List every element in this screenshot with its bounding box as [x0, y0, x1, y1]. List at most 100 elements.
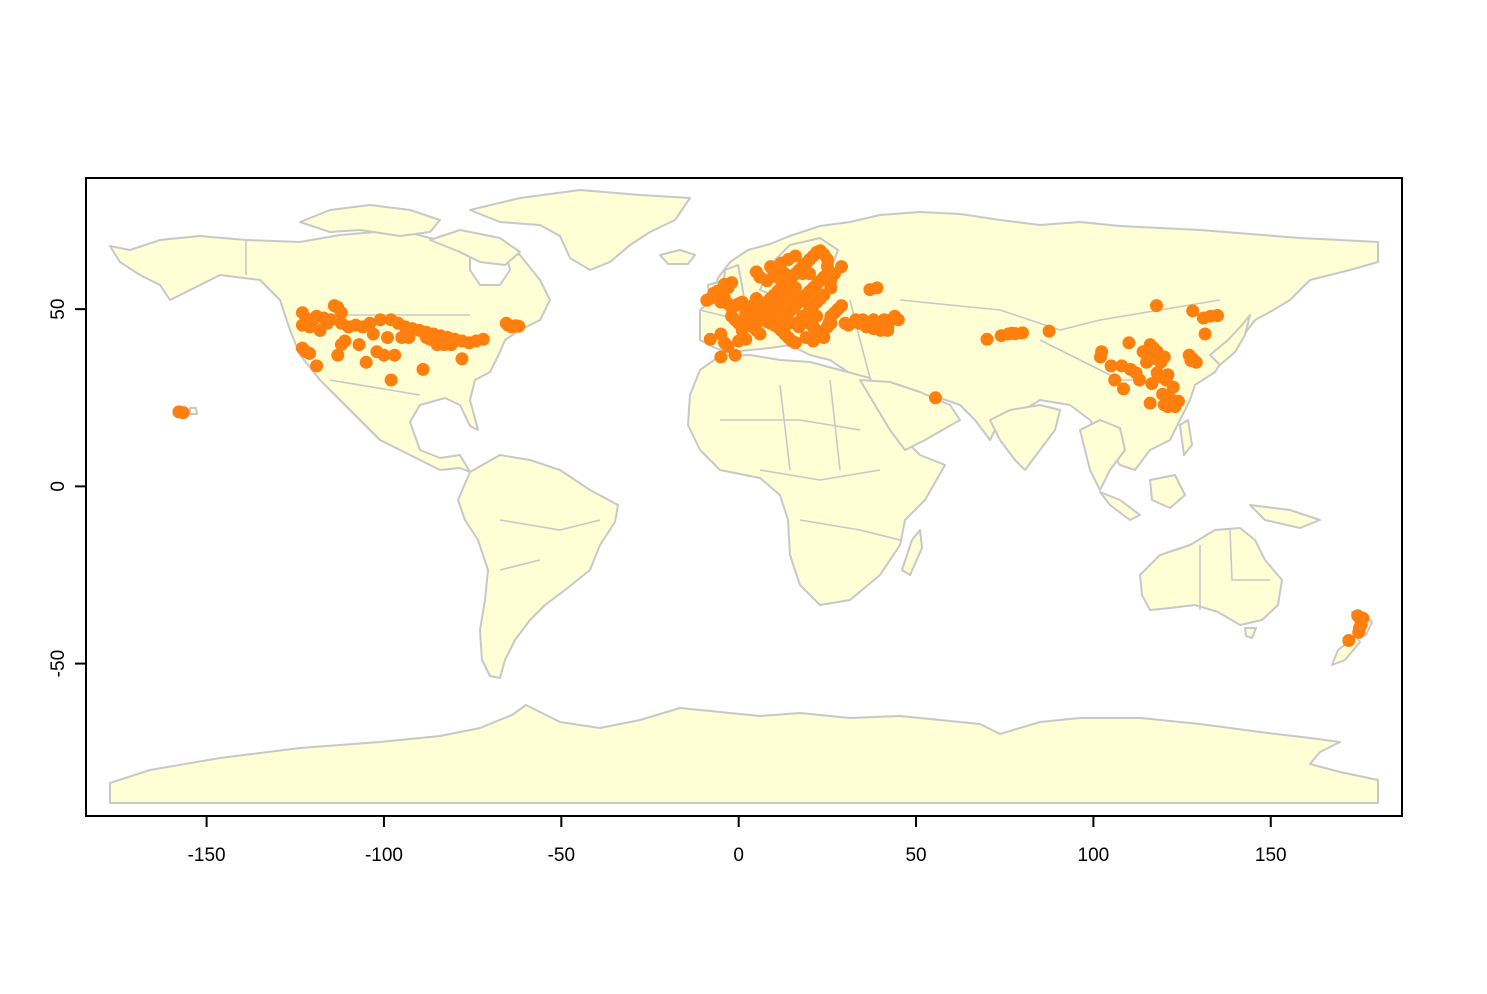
- occurrence-point: [455, 352, 469, 366]
- occurrence-point: [1186, 304, 1200, 318]
- occurrence-point: [352, 338, 366, 352]
- landmass-australia: [1139, 527, 1283, 626]
- occurrence-points: [172, 244, 1370, 647]
- occurrence-point: [929, 391, 942, 405]
- occurrence-point: [512, 319, 526, 333]
- landmass-borneo: [1149, 474, 1186, 509]
- occurrence-point: [444, 338, 458, 352]
- occurrence-point: [1161, 368, 1175, 382]
- occurrence-point: [817, 331, 831, 344]
- occurrence-point: [331, 348, 345, 362]
- border-line: [759, 469, 881, 481]
- x-tick-label: -150: [188, 845, 226, 866]
- occurrence-point: [806, 334, 820, 348]
- occurrence-point: [753, 327, 767, 341]
- occurrence-point: [1042, 324, 1056, 338]
- occurrence-point: [792, 320, 806, 334]
- occurrence-point: [835, 260, 848, 274]
- occurrence-point: [785, 284, 799, 298]
- landmass-philippines: [1179, 419, 1193, 456]
- landmass-baffin-island: [429, 229, 521, 266]
- occurrence-point: [714, 350, 728, 364]
- landmass-arctic-islands: [299, 204, 441, 237]
- occurrence-point: [363, 316, 377, 330]
- x-tick-label: 100: [1078, 845, 1110, 866]
- occurrence-point: [359, 355, 373, 369]
- border-line: [829, 379, 841, 471]
- occurrence-point: [810, 309, 824, 323]
- x-tick-label: 150: [1255, 845, 1287, 866]
- border-line: [499, 519, 601, 531]
- occurrence-point: [313, 323, 327, 337]
- occurrence-point: [1189, 355, 1203, 369]
- occurrence-point: [788, 249, 802, 263]
- occurrence-point: [416, 362, 430, 376]
- occurrence-point: [402, 331, 416, 344]
- occurrence-point: [796, 267, 809, 281]
- landmass-south-america: [457, 454, 619, 679]
- x-axis: -150 -100 -50 0 50 100 150: [188, 815, 1287, 866]
- border-line: [720, 419, 861, 431]
- landmass-madagascar: [901, 529, 923, 576]
- occurrence-point: [980, 332, 994, 346]
- border-line: [499, 559, 541, 571]
- border-line: [799, 519, 901, 541]
- occurrence-point: [1166, 380, 1180, 394]
- occurrence-point: [703, 332, 717, 346]
- y-axis: -50 0 50: [48, 299, 87, 677]
- occurrence-point: [1108, 373, 1122, 387]
- occurrence-point: [338, 334, 352, 348]
- occurrence-point: [310, 359, 324, 373]
- x-tick-label: -100: [365, 845, 403, 866]
- occurrence-point: [366, 327, 380, 341]
- occurrence-point: [732, 316, 746, 330]
- occurrence-point: [1016, 326, 1029, 340]
- border-line: [849, 299, 871, 379]
- occurrence-point: [891, 313, 905, 327]
- occurrence-point: [739, 306, 753, 320]
- occurrence-point: [1095, 345, 1109, 359]
- world-basemap: [109, 189, 1379, 804]
- occurrence-point: [476, 332, 490, 346]
- occurrence-point: [822, 316, 836, 330]
- occurrence-point: [1150, 299, 1163, 313]
- occurrence-point: [324, 313, 338, 327]
- occurrence-point: [842, 318, 856, 332]
- occurrence-point: [771, 270, 785, 284]
- border-line: [1229, 529, 1270, 581]
- y-tick-label: 50: [48, 299, 69, 320]
- occurrence-point: [1342, 634, 1356, 647]
- x-tick-label: 0: [733, 845, 744, 866]
- landmass-antarctica: [109, 704, 1379, 804]
- occurrence-point: [835, 299, 848, 313]
- occurrence-point: [310, 309, 324, 323]
- occurrence-point: [176, 406, 190, 420]
- occurrence-point: [1104, 359, 1118, 373]
- border-line: [329, 379, 421, 396]
- occurrence-point: [1117, 382, 1130, 396]
- occurrence-point: [788, 336, 802, 350]
- occurrence-point: [373, 313, 387, 327]
- occurrence-point: [1143, 396, 1157, 410]
- landmass-new-guinea: [1249, 504, 1321, 529]
- occurrence-point: [334, 306, 348, 320]
- occurrence-point: [1211, 309, 1224, 322]
- landmass-japan: [1209, 314, 1251, 366]
- landmass-iceland: [659, 249, 696, 265]
- occurrence-point: [1161, 400, 1175, 414]
- occurrence-point: [764, 260, 778, 274]
- occurrence-point: [381, 331, 394, 344]
- occurrence-point: [303, 346, 316, 360]
- landmass-tasmania: [1244, 627, 1257, 639]
- landmass-hawaii: [189, 407, 198, 415]
- landmass-greenland: [469, 189, 691, 271]
- border-line: [899, 299, 1221, 331]
- occurrence-point: [1150, 345, 1164, 359]
- occurrence-point: [1352, 625, 1366, 639]
- occurrence-point: [764, 309, 778, 323]
- occurrence-point: [881, 323, 895, 337]
- occurrence-point: [721, 339, 735, 353]
- occurrence-point: [728, 348, 742, 362]
